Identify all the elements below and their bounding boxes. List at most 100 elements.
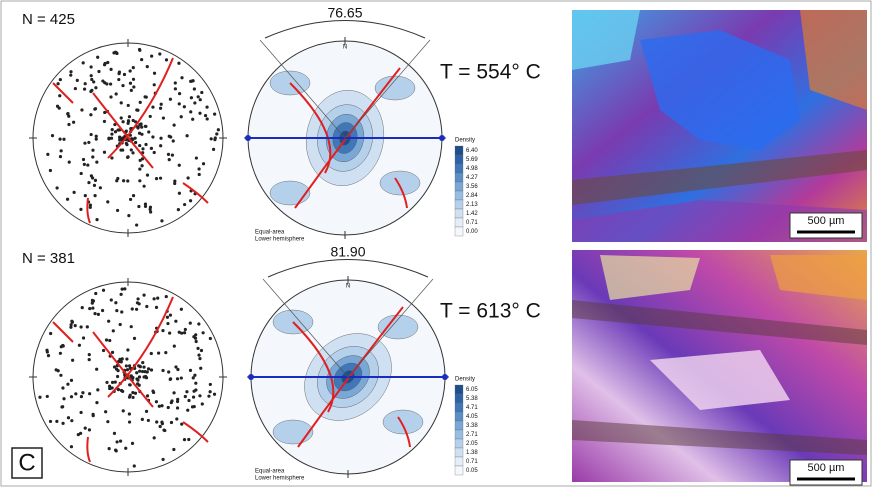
pole-dot xyxy=(59,352,62,355)
pole-dot xyxy=(126,179,129,182)
pole-dot xyxy=(68,160,71,163)
pole-dot xyxy=(170,421,173,424)
pole-dot xyxy=(79,325,82,328)
pole-dot xyxy=(109,82,112,85)
pole-dot xyxy=(192,395,195,398)
pole-dot xyxy=(147,130,150,133)
pole-dot xyxy=(115,179,118,182)
legend-level: 1.42 xyxy=(466,211,478,217)
pole-dot xyxy=(161,422,164,425)
pole-dot xyxy=(213,138,216,141)
pole-dot xyxy=(200,349,203,352)
pole-dot xyxy=(61,344,64,347)
pole-dot xyxy=(70,395,73,398)
pole-dot xyxy=(114,380,117,383)
pole-dot xyxy=(209,383,212,386)
pole-dot xyxy=(67,416,70,419)
pole-dot xyxy=(174,320,177,323)
pole-dot xyxy=(131,391,134,394)
pole-dot xyxy=(138,48,141,51)
pole-dot xyxy=(146,173,149,176)
pole-dot xyxy=(46,395,49,398)
pole-dot xyxy=(140,164,143,167)
pole-dot xyxy=(82,61,85,64)
pole-dot xyxy=(138,370,141,373)
pole-dot xyxy=(70,320,73,323)
pole-dot xyxy=(70,419,73,422)
pole-dot xyxy=(174,81,177,84)
pole-dot xyxy=(172,391,175,394)
pole-dot xyxy=(67,115,70,118)
pole-dot xyxy=(141,418,144,421)
pole-dot xyxy=(130,89,133,92)
pole-dot xyxy=(147,419,150,422)
pole-dot xyxy=(143,375,146,378)
pole-dot xyxy=(114,51,117,54)
legend-level: 4.27 xyxy=(466,175,478,181)
pole-dot xyxy=(87,181,90,184)
pole-dot xyxy=(114,301,117,304)
pole-dot xyxy=(116,209,119,212)
pole-dot xyxy=(66,383,69,386)
pole-dot xyxy=(160,219,163,222)
pole-dot xyxy=(198,357,201,360)
pole-dot xyxy=(88,307,91,310)
pole-dot xyxy=(158,405,161,408)
pole-dot xyxy=(136,126,139,129)
pole-dot xyxy=(58,137,61,140)
pole-dot xyxy=(59,78,62,81)
pole-dot xyxy=(153,436,156,439)
pole-dot xyxy=(151,106,154,109)
pole-dot xyxy=(59,155,62,158)
pole-dot xyxy=(207,395,210,398)
pole-dot xyxy=(86,163,89,166)
pole-dot xyxy=(116,128,119,131)
pole-dot xyxy=(130,325,133,328)
pole-dot xyxy=(46,350,49,353)
pole-dot xyxy=(138,132,141,135)
pole-dot xyxy=(91,306,94,309)
pole-dot xyxy=(62,397,65,400)
legend-swatch xyxy=(455,385,463,394)
temperature-label: T = 613° C xyxy=(440,300,541,323)
pole-dot xyxy=(162,116,165,119)
pole-dot xyxy=(82,158,85,161)
pole-dot xyxy=(147,367,150,370)
pole-dot xyxy=(103,62,106,65)
pole-dot xyxy=(168,135,171,138)
pole-dot xyxy=(109,95,112,98)
pole-dot xyxy=(191,118,194,121)
legend-level: 2.13 xyxy=(466,202,478,208)
pole-dot xyxy=(89,65,92,68)
pole-dot xyxy=(129,394,132,397)
pole-dot xyxy=(159,425,162,428)
pole-dot xyxy=(125,364,128,367)
pole-dot xyxy=(115,92,118,95)
legend-swatch xyxy=(455,182,463,191)
pole-dot xyxy=(183,331,186,334)
legend-swatch xyxy=(455,164,463,173)
pole-dot xyxy=(93,194,96,197)
pole-dot xyxy=(83,163,86,166)
pole-dot xyxy=(172,139,175,142)
pole-dot xyxy=(115,440,118,443)
pole-dot xyxy=(132,78,135,81)
projection-label: Equal-area xyxy=(255,469,285,475)
pole-dot xyxy=(122,179,125,182)
pole-dot xyxy=(155,420,158,423)
pole-dot xyxy=(91,302,94,305)
pole-dot xyxy=(91,149,94,152)
pole-dot xyxy=(107,320,110,323)
pole-dot xyxy=(173,345,176,348)
pole-dot xyxy=(139,159,142,162)
lineation-end xyxy=(248,374,254,380)
pole-dot xyxy=(46,153,49,156)
pole-dot xyxy=(94,86,97,89)
pole-dot xyxy=(150,368,153,371)
pole-dot xyxy=(97,313,100,316)
pole-dot xyxy=(38,396,41,399)
pole-dot xyxy=(80,395,83,398)
pole-dot xyxy=(137,205,140,208)
pole-dot xyxy=(138,302,141,305)
pole-dot xyxy=(124,447,127,450)
